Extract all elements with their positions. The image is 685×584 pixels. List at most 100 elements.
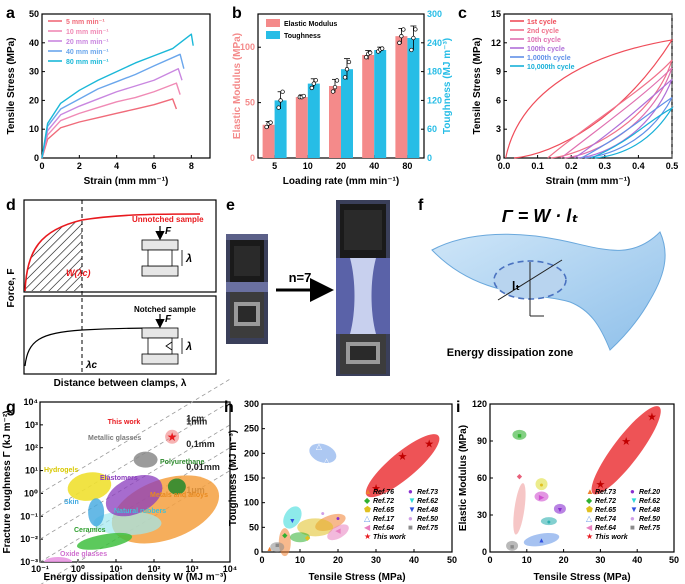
y-tick-label: 120 <box>472 399 487 409</box>
legend-label: Ref.64 <box>595 525 616 532</box>
this-work-star-icon: ★ <box>167 430 178 444</box>
panel-d-xlabel: Distance between clamps, λ <box>54 378 187 389</box>
bar <box>395 36 408 158</box>
ref50-region <box>540 517 557 526</box>
y-tick-label: 15 <box>491 9 501 19</box>
x-tick-label: 0 <box>259 555 264 565</box>
legend-label: Elastic Modulus <box>284 21 337 28</box>
legend-symbol-icon: ▼ <box>630 496 638 505</box>
x-tick-label: 4 <box>114 161 119 171</box>
reference-marker-icon: ▲ <box>538 538 545 545</box>
legend-label: Toughness <box>284 33 321 40</box>
panel-letter-i: i <box>456 399 460 416</box>
panel-d-top-frame <box>23 199 217 293</box>
x-tick-label: 50 <box>669 555 679 565</box>
legend-label: 80 mm min⁻¹ <box>66 59 109 66</box>
series-line <box>41 53 185 159</box>
reference-marker-icon: ▲ <box>266 546 273 553</box>
panel-letter-e: e <box>226 197 235 214</box>
x-tick-label: 8 <box>189 161 194 171</box>
cycle-curve <box>591 106 674 159</box>
legend-symbol-icon: ▼ <box>630 505 638 514</box>
region-label: This work <box>108 419 141 426</box>
region-ceramics <box>76 532 133 550</box>
cycle-curve <box>505 39 674 159</box>
legend-label: 10,000th cycle <box>527 64 575 71</box>
this-work-star-icon: ★ <box>595 479 605 491</box>
x-tick-label: 10¹ <box>109 564 122 574</box>
y-tick-label: 0 <box>250 153 255 163</box>
bar <box>374 50 387 158</box>
reference-marker-icon: ■ <box>275 543 279 550</box>
ref73-region <box>553 503 566 514</box>
panel-i-ylabel: Elastic Modulus (MPa) <box>458 425 469 531</box>
y-tick-label: 0 <box>34 153 39 163</box>
panel-d-force-bottom: F <box>165 314 172 325</box>
panel-g-regions: ★ <box>44 429 220 562</box>
y-tick-label: 10⁴ <box>24 397 38 407</box>
legend-label: Ref.75 <box>417 525 438 532</box>
y-tick-label: 50 <box>249 522 259 532</box>
panel-g-ylabel: Fracture toughness Γ (kJ m⁻²) <box>2 411 13 554</box>
legend-label: Ref.48 <box>639 507 660 514</box>
y-tick-label: 30 <box>477 510 487 520</box>
ref20-region <box>534 491 549 502</box>
panel-letter-b: b <box>232 5 242 22</box>
this-work-star-icon: ★ <box>371 483 381 495</box>
y-tick-label: 10⁰ <box>24 488 38 498</box>
panel-letter-g: g <box>6 399 16 416</box>
legend-label: Ref.50 <box>639 516 660 523</box>
y-right-tick-label: 0 <box>427 153 432 163</box>
ref72-region <box>290 532 310 543</box>
y-tick-label: 40 <box>29 38 39 48</box>
legend-symbol-icon: ◀ <box>364 523 371 532</box>
legend-swatch <box>266 31 280 39</box>
iso-length-line <box>39 378 231 494</box>
ref17-region <box>309 443 337 464</box>
y-right-tick-label: 180 <box>427 67 442 77</box>
ref65-region <box>535 478 548 491</box>
y-tick-label: 250 <box>244 424 259 434</box>
series-line <box>41 98 178 159</box>
legend-label: Ref.50 <box>417 516 438 523</box>
legend-label: 5 mm min⁻¹ <box>66 19 105 26</box>
x-tick-label: 10⁰ <box>71 564 85 574</box>
region-elastomers <box>105 474 163 517</box>
legend-label: Ref.75 <box>639 525 660 532</box>
y-tick-label: 20 <box>29 95 39 105</box>
legend-symbol-icon: ▼ <box>408 505 416 514</box>
panel-f-schematic: lₜ Γ = W · lₜ Energy dissipation zone <box>431 206 666 359</box>
bar <box>307 83 320 158</box>
legend-label: Ref.65 <box>595 507 616 514</box>
data-point <box>301 93 306 99</box>
panel-h-ylabel: Toughness (MJ m⁻³) <box>228 430 239 526</box>
y-tick-label: 0 <box>254 547 259 557</box>
ref48-region <box>523 532 560 547</box>
reference-marker-icon: ▼ <box>289 518 296 525</box>
this-work-star-icon: ★ <box>398 451 408 463</box>
y-tick-label: 50 <box>29 9 39 19</box>
region-label: Skin <box>64 499 79 506</box>
x-tick-label: 40 <box>369 161 379 171</box>
panel-letter-a: a <box>6 5 15 22</box>
iso-length-line <box>39 424 231 540</box>
region-metallic-glasses <box>133 451 158 468</box>
notched-clamp-icon <box>141 314 183 365</box>
specimen-photo-after <box>336 200 390 376</box>
legend-label: Ref.73 <box>595 489 616 496</box>
unnotched-clamp-icon <box>141 226 183 277</box>
y-tick-label: 6 <box>496 95 501 105</box>
panel-g-xlabel: Energy dissipation density W (MJ m⁻³) <box>43 572 226 583</box>
panel-a-ylabel: Tensile Stress (MPa) <box>6 37 17 134</box>
reference-marker-icon: ● <box>547 519 551 526</box>
x-tick-label: 50 <box>447 555 457 565</box>
y-tick-label: 3 <box>496 124 501 134</box>
panel-a-stress-strain: 0 2 4 6 8 0 10 20 30 40 50 5 mm min⁻¹ 10 mm min⁻¹ 20… <box>6 9 211 187</box>
y-tick-label: 0 <box>482 547 487 557</box>
legend-symbol-icon: ■ <box>630 523 635 532</box>
region-rubbers <box>93 511 162 536</box>
legend-symbol-icon: ◀ <box>586 523 593 532</box>
reference-marker-icon: ◆ <box>517 474 523 481</box>
data-point <box>278 98 283 103</box>
data-point <box>346 59 352 65</box>
